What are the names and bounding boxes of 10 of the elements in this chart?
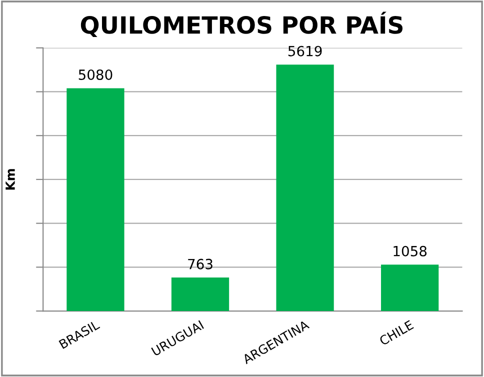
y-axis-title: Km: [6, 169, 15, 190]
data-label: 1058: [394, 246, 427, 256]
data-label: 763: [188, 258, 212, 270]
bar: [66, 88, 124, 312]
chart-title: QUILOMETROS POR PAÍS: [80, 12, 403, 38]
bar: [276, 64, 334, 312]
data-label: 5080: [78, 69, 112, 80]
bar: [171, 278, 230, 312]
bar: [381, 264, 439, 312]
data-label: 5619: [288, 46, 322, 56]
